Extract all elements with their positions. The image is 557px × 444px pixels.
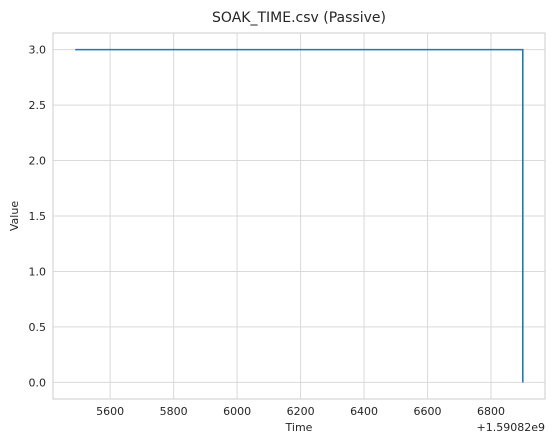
- y-tick-labels: 0.0 0.5 1.0 1.5 2.0 2.5 3.0: [29, 44, 47, 390]
- x-tick-label: 6200: [287, 405, 315, 418]
- series-layer: [75, 48, 524, 383]
- y-tick-label: 0.0: [29, 376, 47, 389]
- y-tick-label: 0.5: [29, 321, 47, 334]
- x-tick-labels: 5600 5800 6000 6200 6400 6600 6800: [96, 405, 505, 418]
- x-tick-label: 5600: [96, 405, 124, 418]
- chart-title: SOAK_TIME.csv (Passive): [212, 10, 386, 26]
- x-tick-label: 6800: [477, 405, 505, 418]
- y-tick-label: 1.0: [29, 265, 47, 278]
- x-axis-label: Time: [285, 421, 313, 434]
- y-tick-label: 3.0: [29, 44, 47, 57]
- x-tick-label: 6400: [350, 405, 378, 418]
- y-tick-label: 2.0: [29, 155, 47, 168]
- x-tick-label: 6600: [414, 405, 442, 418]
- y-tick-label: 2.5: [29, 99, 47, 112]
- series-line: [75, 48, 524, 383]
- x-tick-label: 5800: [160, 405, 188, 418]
- y-tick-label: 1.5: [29, 210, 47, 223]
- x-offset-text: +1.59082e9: [477, 421, 545, 434]
- x-tick-label: 6000: [223, 405, 251, 418]
- y-axis-label: Value: [8, 201, 21, 231]
